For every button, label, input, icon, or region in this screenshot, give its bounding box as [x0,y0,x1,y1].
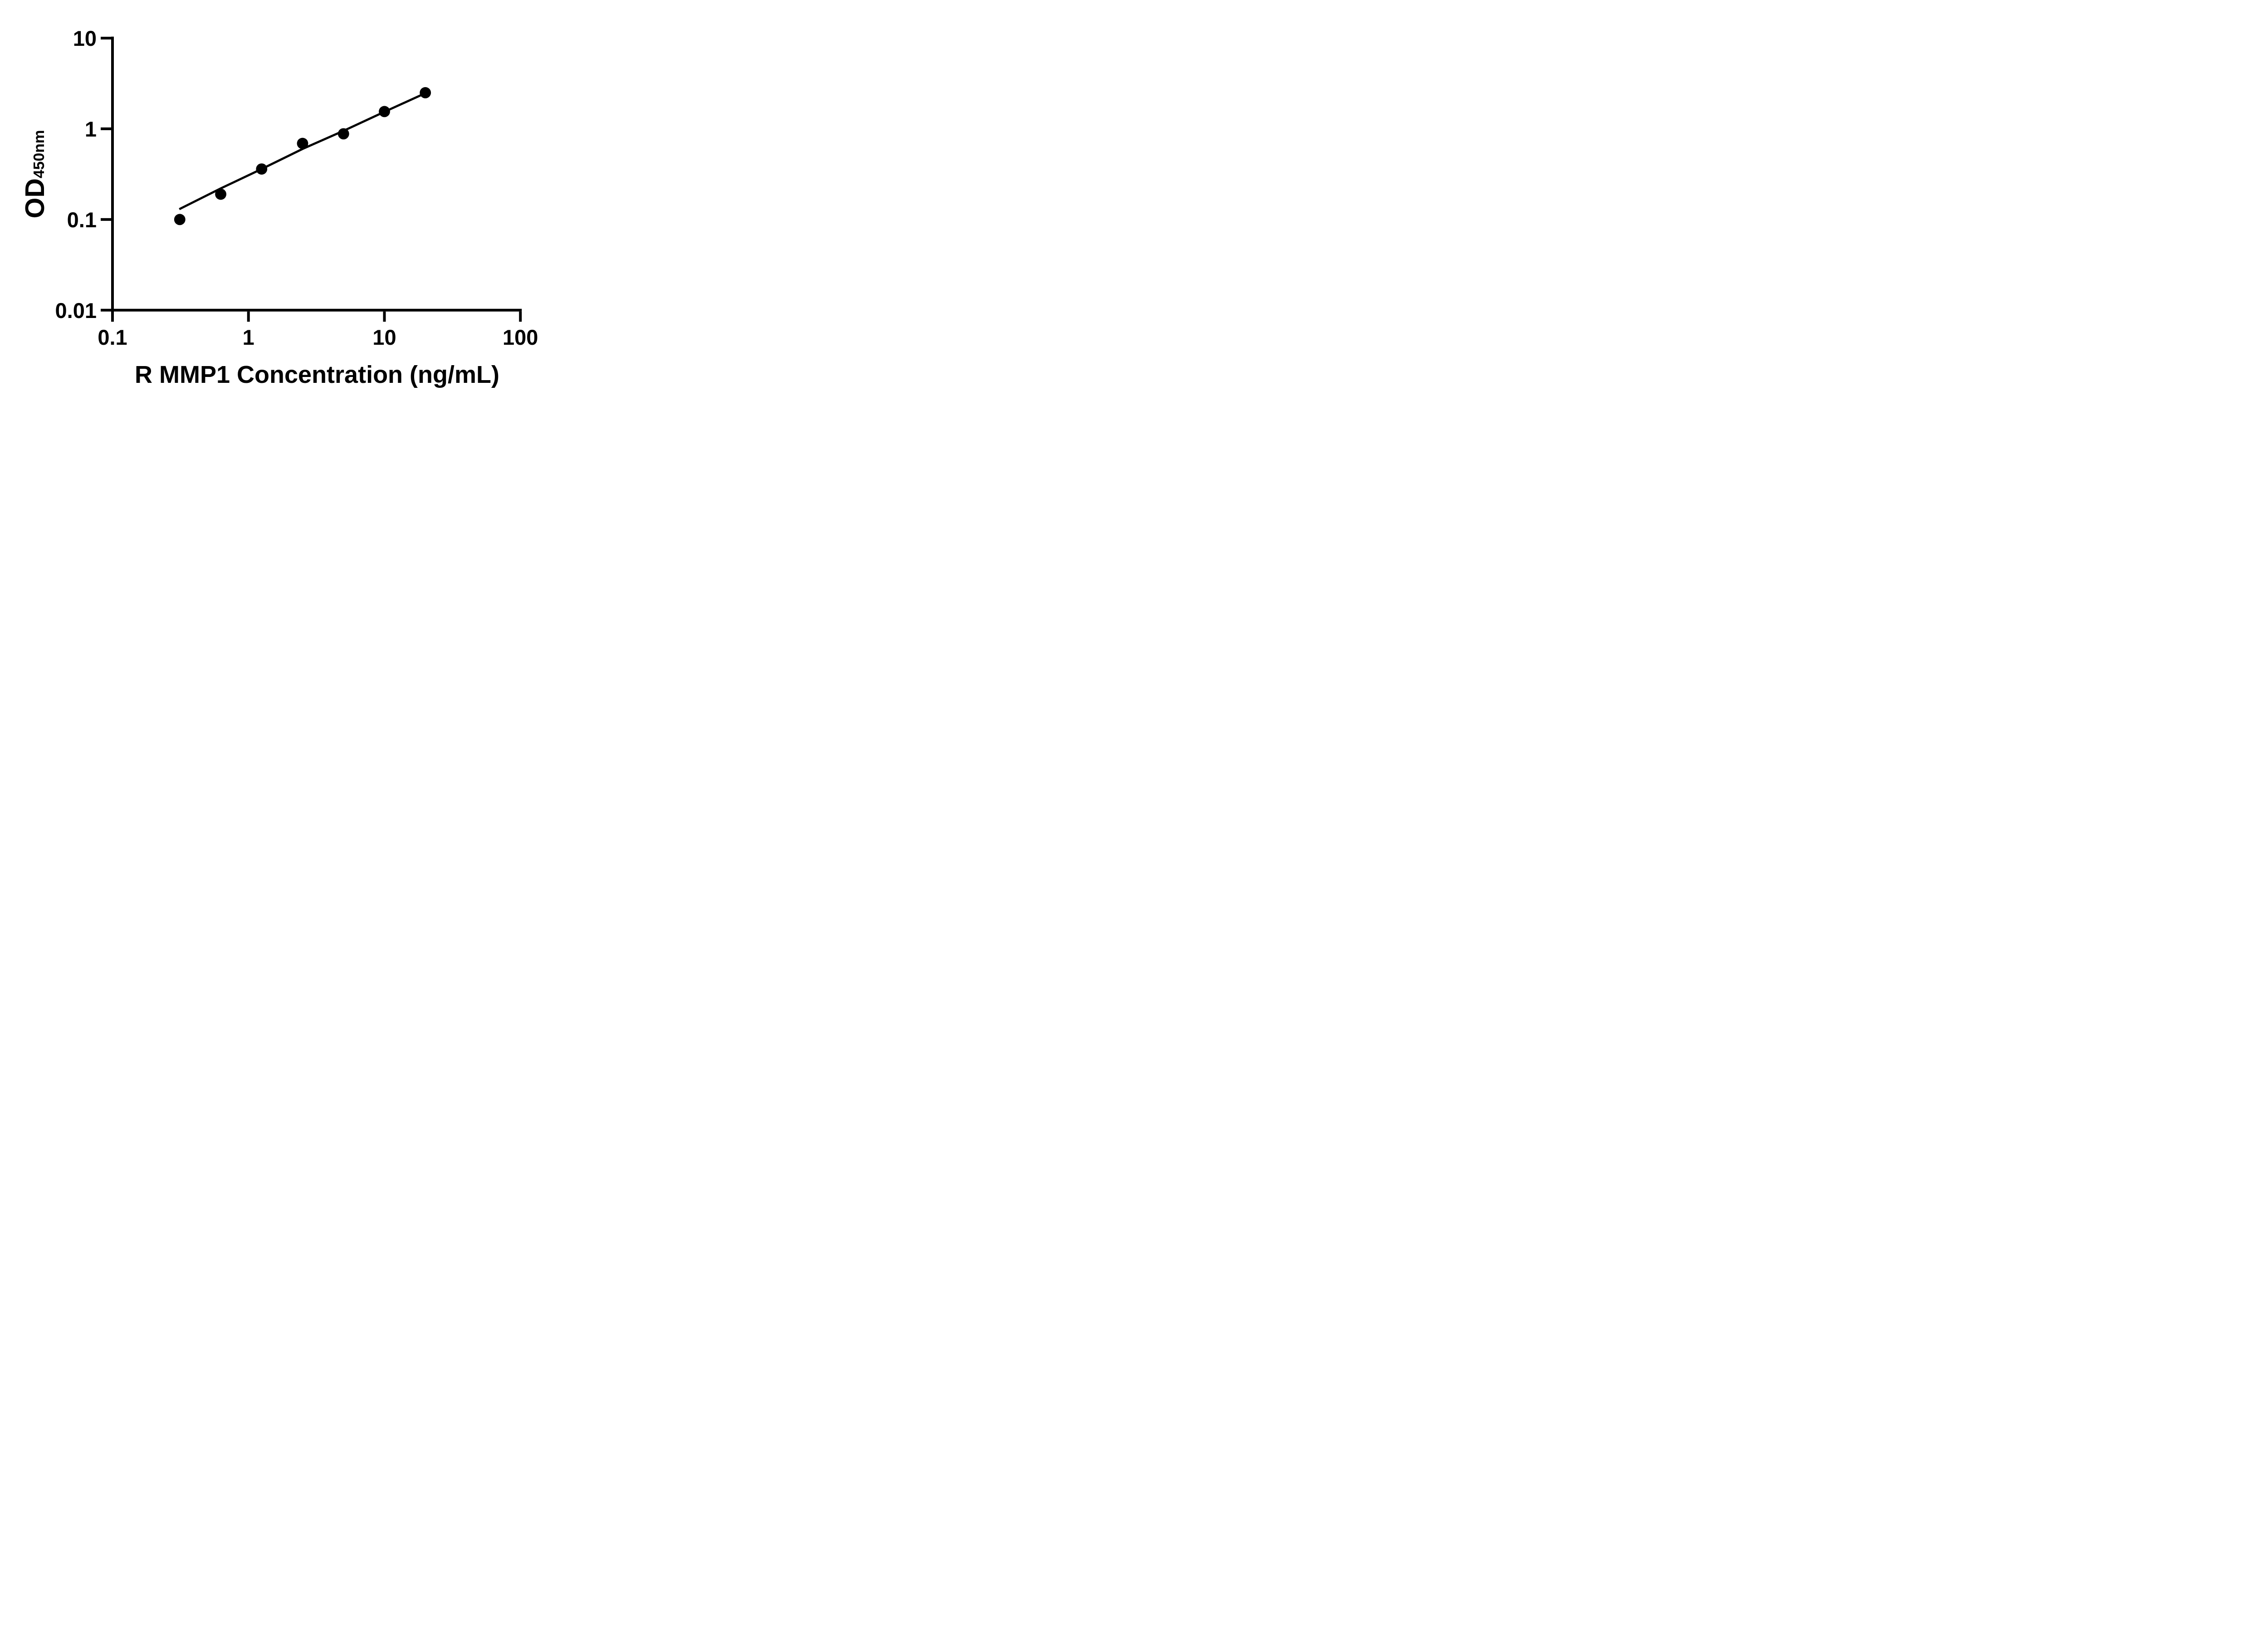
y-axis-title-main: OD [20,178,50,219]
data-point [215,188,226,200]
y-tick-label: 10 [73,26,97,50]
y-axis-line [111,36,114,322]
x-axis-tick [247,311,250,322]
y-axis-tick [101,218,111,221]
x-axis-tick [111,311,114,322]
x-tick-label: 100 [503,325,538,349]
y-tick-label: 1 [85,117,97,141]
y-axis-tick [101,308,111,312]
y-tick-label: 0.01 [55,298,97,323]
x-tick-label: 10 [372,325,396,349]
data-point [337,128,349,140]
x-tick-label: 0.1 [98,325,127,349]
data-point [379,106,390,117]
y-axis-tick [101,37,111,40]
y-tick-label: 0.1 [67,208,97,232]
y-axis-tick [101,127,111,130]
x-axis-line [111,308,522,312]
data-point [420,87,431,98]
elisa-standard-curve-figure: 0.01 0.1 1 10 0.1 1 10 100 R MMP1 Concentration… [0,0,583,408]
x-axis-title: R MMP1 Concentration (ng/mL) [135,361,499,388]
data-point [256,163,268,175]
data-point [174,214,186,225]
x-axis-tick [383,311,386,322]
y-axis-title: OD450nm [20,130,50,218]
data-point [297,137,308,149]
y-axis-title-subscript: 450nm [31,130,48,179]
x-tick-label: 1 [243,325,254,349]
x-axis-tick [519,311,522,322]
